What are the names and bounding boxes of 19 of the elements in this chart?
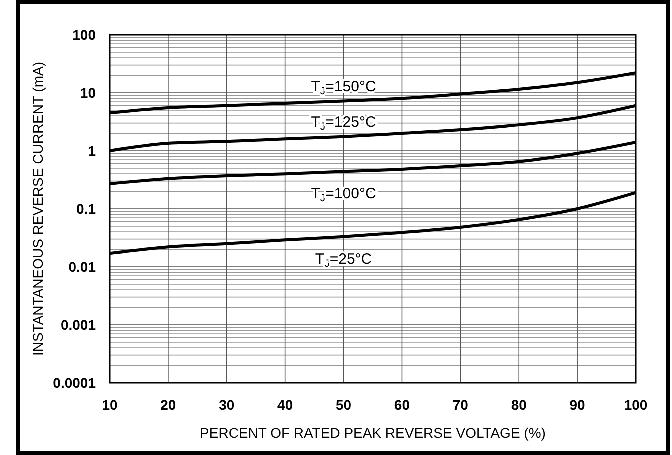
y-tick-label: 0.001 xyxy=(60,317,96,333)
x-tick-label: 80 xyxy=(511,397,528,413)
x-tick-label: 50 xyxy=(336,397,352,413)
x-axis-title: PERCENT OF RATED PEAK REVERSE VOLTAGE (%) xyxy=(200,425,546,441)
y-tick-label: 100 xyxy=(72,27,96,43)
x-tick-label: 70 xyxy=(452,397,469,413)
x-tick-label: 100 xyxy=(624,397,648,413)
x-tick-label: 60 xyxy=(394,397,410,413)
x-tick-label: 90 xyxy=(570,397,586,413)
y-axis-title: INSTANTANEOUS REVERSE CURRENT (mA) xyxy=(30,62,46,356)
y-tick-label: 0.01 xyxy=(68,259,96,275)
x-tick-label: 30 xyxy=(219,397,235,413)
x-tick-label: 40 xyxy=(278,397,294,413)
y-tick-label: 0.0001 xyxy=(53,375,96,391)
y-tick-label: 10 xyxy=(80,85,96,101)
y-tick-label: 0.1 xyxy=(76,201,96,217)
y-tick-label: 1 xyxy=(88,143,96,159)
x-tick-label: 20 xyxy=(160,397,176,413)
x-tick-label: 10 xyxy=(102,397,118,413)
